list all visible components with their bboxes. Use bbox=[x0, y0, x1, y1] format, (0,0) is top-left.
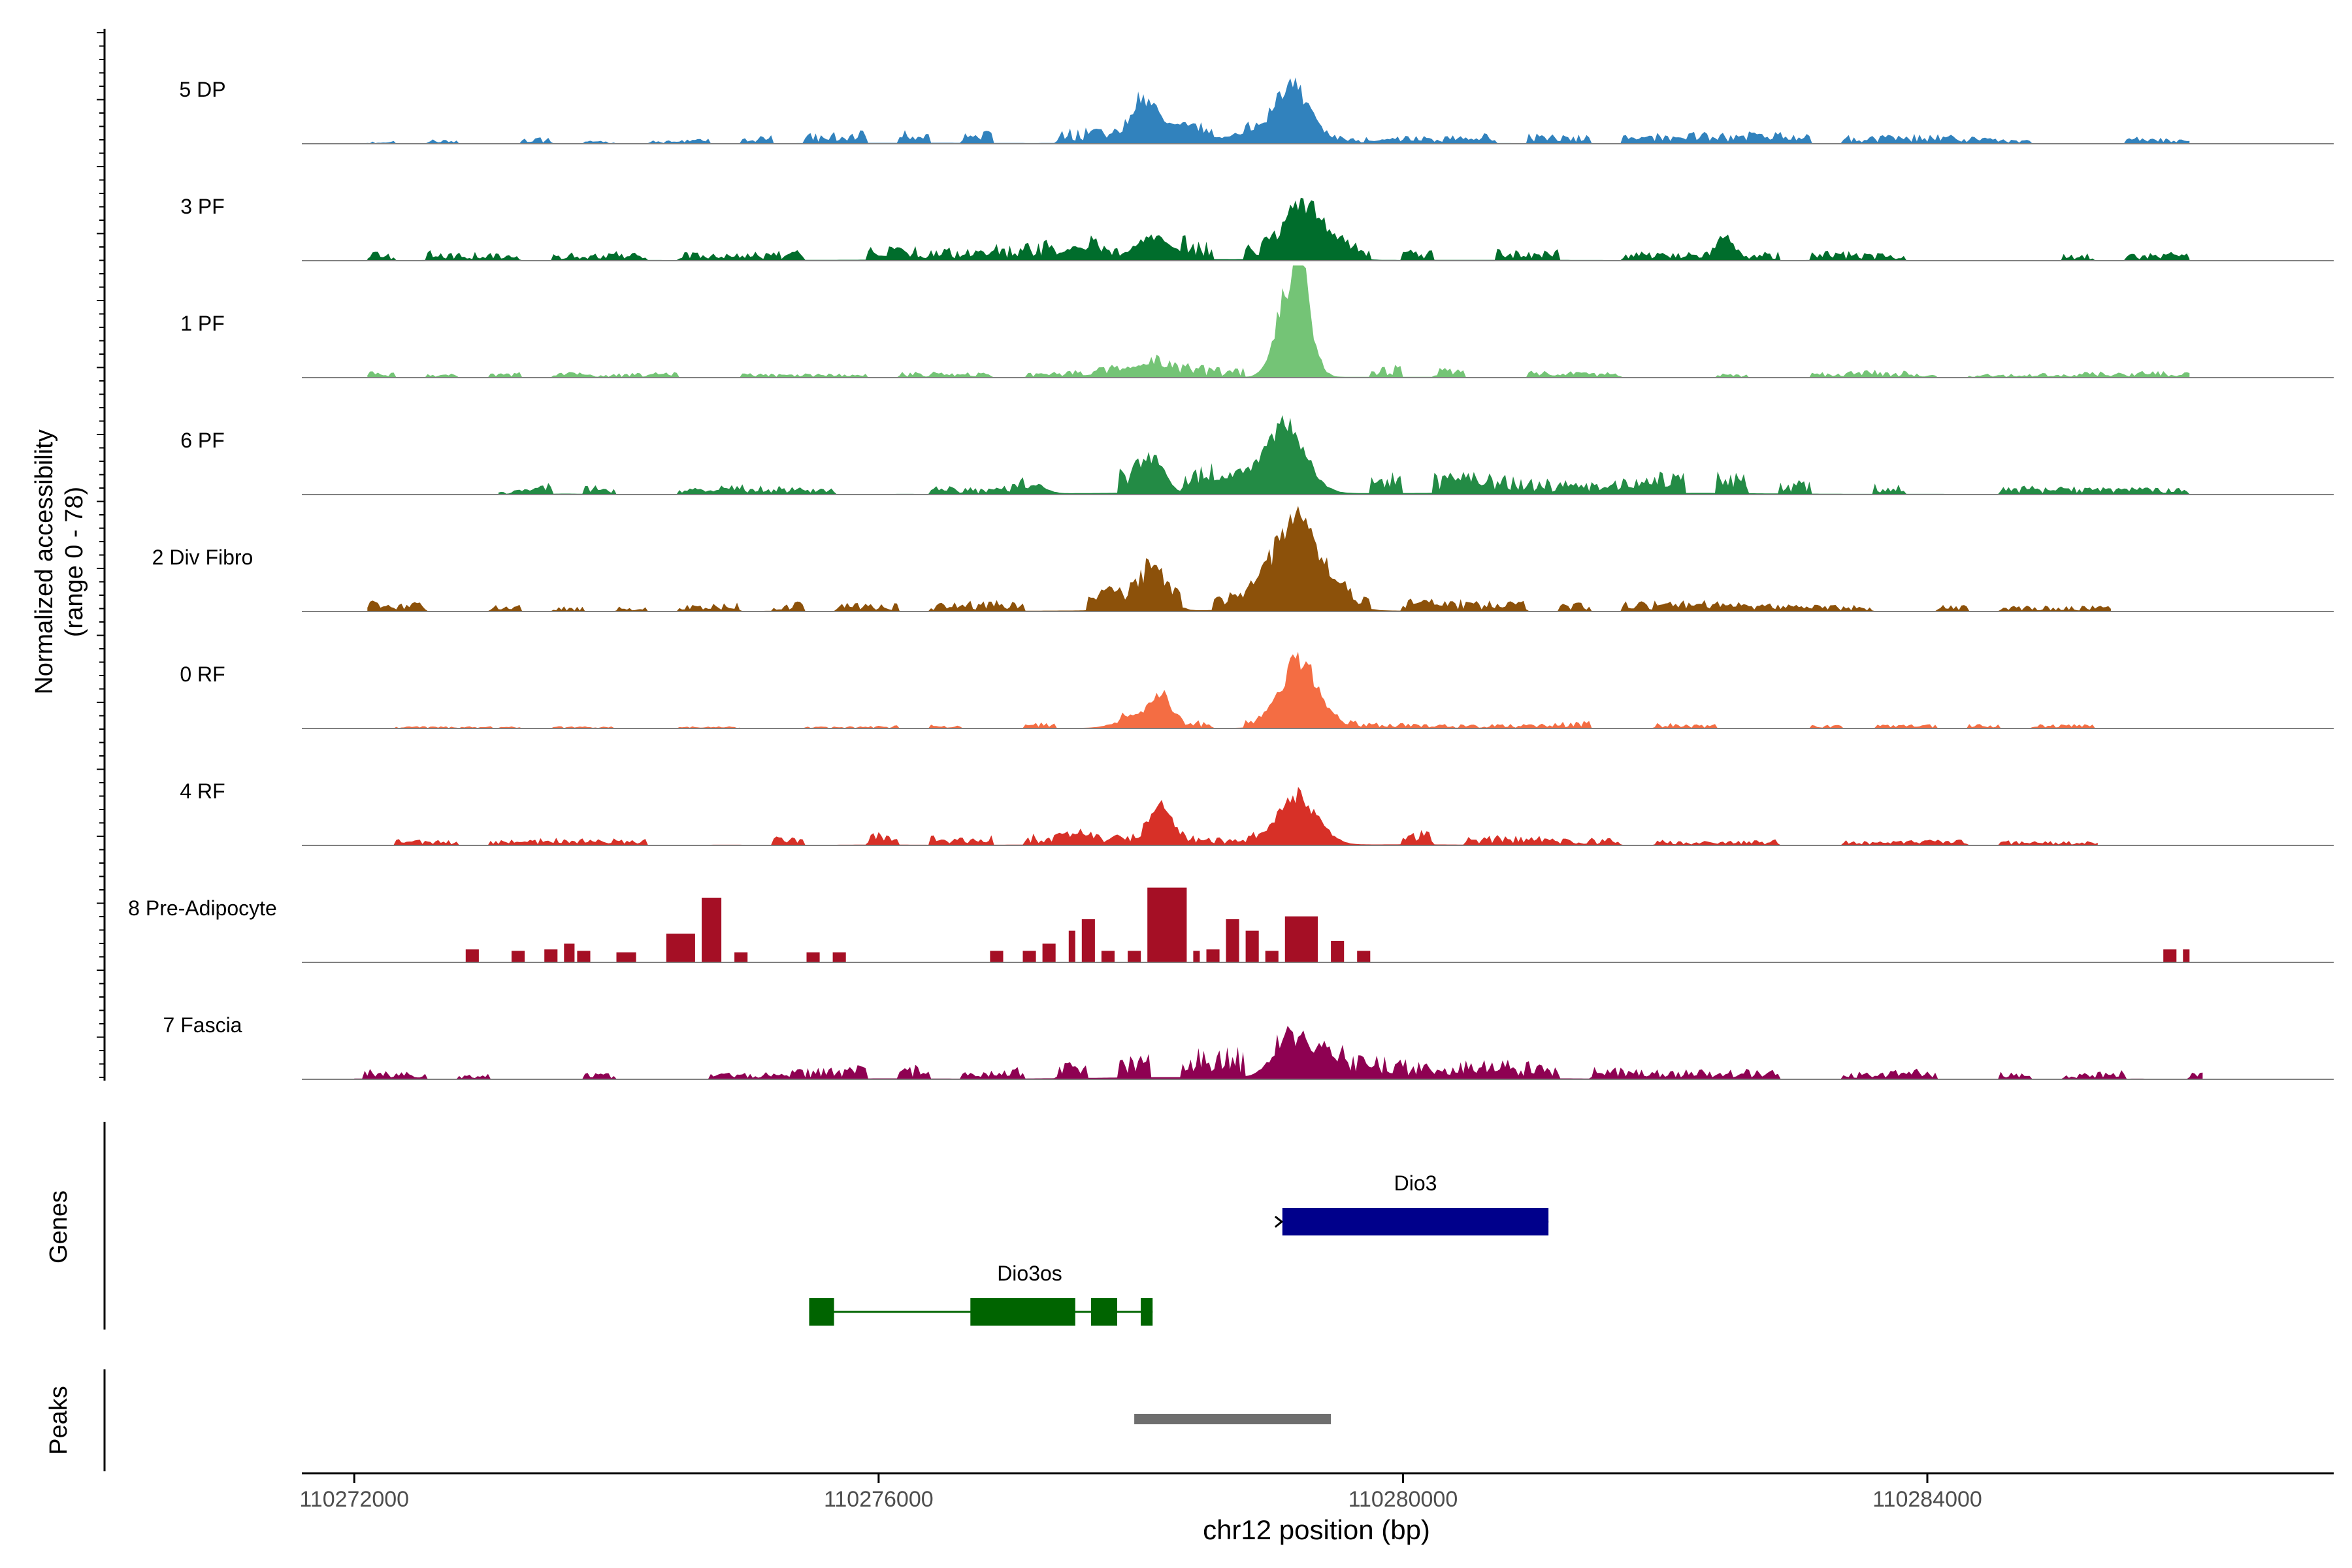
gene-name-label: Dio3 bbox=[1394, 1171, 1437, 1195]
gene-exon bbox=[1090, 1298, 1117, 1326]
coverage-block bbox=[1042, 943, 1056, 962]
gene-annotations: Dio3 Dio3os bbox=[809, 1171, 1549, 1326]
coverage-block bbox=[1022, 951, 1036, 962]
coverage-block bbox=[1193, 951, 1200, 962]
coverage-block bbox=[1147, 887, 1187, 962]
coverage-block bbox=[1081, 919, 1095, 962]
gene-dio3: Dio3 bbox=[1274, 1171, 1549, 1235]
track-6-pf bbox=[302, 415, 2334, 495]
track-4-rf bbox=[302, 787, 2334, 846]
coverage-block bbox=[1245, 930, 1259, 962]
coverage-block bbox=[1284, 916, 1318, 962]
peak-regions bbox=[1134, 1414, 1331, 1424]
coverage-area bbox=[393, 787, 2098, 845]
track-7-fascia bbox=[302, 1026, 2334, 1080]
coverage-block bbox=[990, 951, 1004, 962]
track-3-pf bbox=[302, 197, 2334, 261]
y-axis-label-range: (range 0 - 78) bbox=[61, 487, 88, 637]
track-5-dp bbox=[302, 77, 2334, 144]
gene-exon bbox=[1282, 1208, 1549, 1235]
coverage-area bbox=[354, 1026, 2203, 1079]
coverage-block bbox=[666, 934, 695, 962]
coverage-block bbox=[702, 898, 722, 962]
coverage-tracks bbox=[302, 77, 2334, 1080]
coverage-area bbox=[367, 506, 2111, 612]
coverage-block bbox=[1265, 951, 1279, 962]
genes-label: Genes bbox=[45, 1190, 73, 1264]
coverage-block bbox=[1068, 930, 1075, 962]
coverage-area bbox=[354, 77, 2190, 144]
track-label: 5 DP bbox=[179, 78, 225, 101]
coverage-area bbox=[380, 651, 2125, 728]
track-label: 0 RF bbox=[180, 662, 225, 686]
gene-exon bbox=[970, 1298, 1075, 1326]
coverage-block bbox=[2163, 949, 2177, 962]
coverage-block bbox=[1357, 951, 1371, 962]
track-2-div-fibro bbox=[302, 506, 2334, 612]
coverage-y-ticks bbox=[97, 32, 105, 1078]
x-tick-label: 110284000 bbox=[1872, 1487, 1982, 1512]
gene-name-label: Dio3os bbox=[997, 1262, 1062, 1285]
coverage-block bbox=[734, 952, 748, 962]
x-tick-label: 110280000 bbox=[1348, 1487, 1458, 1512]
track-label: 6 PF bbox=[180, 429, 225, 452]
coverage-block bbox=[1101, 951, 1115, 962]
track-8-pre-adipocyte bbox=[302, 887, 2334, 963]
coverage-area bbox=[367, 265, 2190, 378]
track-label: 4 RF bbox=[180, 779, 225, 803]
track-label: 3 PF bbox=[180, 195, 225, 218]
coverage-block bbox=[806, 952, 820, 962]
gene-exon bbox=[809, 1298, 834, 1326]
coverage-block bbox=[512, 951, 525, 962]
coverage-block bbox=[465, 949, 479, 962]
coverage-block bbox=[1206, 949, 1220, 962]
coverage-block bbox=[1128, 951, 1141, 962]
coverage-block bbox=[832, 952, 846, 962]
coverage-area bbox=[498, 415, 2203, 495]
track-1-pf bbox=[302, 265, 2334, 378]
coverage-block bbox=[1331, 941, 1345, 962]
coverage-block bbox=[616, 952, 636, 962]
x-tick-label: 110272000 bbox=[299, 1487, 409, 1512]
coverage-block bbox=[1226, 919, 1239, 962]
strand-arrow-icon bbox=[1274, 1215, 1284, 1228]
x-axis-label: chr12 position (bp) bbox=[1203, 1514, 1430, 1545]
peak-bar bbox=[1134, 1414, 1331, 1424]
track-label: 1 PF bbox=[180, 312, 225, 335]
x-tick-label: 110276000 bbox=[824, 1487, 934, 1512]
coverage-block bbox=[577, 951, 591, 962]
y-axis-label: Normalized accessibility bbox=[31, 429, 58, 694]
track-label: 8 Pre-Adipocyte bbox=[128, 896, 277, 920]
peaks-label: Peaks bbox=[45, 1386, 73, 1455]
x-axis-ticks: 110272000 110276000 110280000 110284000 bbox=[299, 1473, 1982, 1512]
track-label: 2 Div Fibro bbox=[152, 546, 253, 569]
track-0-rf bbox=[302, 651, 2334, 729]
coverage-block bbox=[564, 943, 575, 962]
coverage-area bbox=[367, 197, 2190, 261]
track-label: 7 Fascia bbox=[163, 1013, 242, 1037]
coverage-block bbox=[544, 949, 558, 962]
strand-arrow-icon bbox=[977, 1305, 986, 1318]
track-labels: 5 DP 3 PF 1 PF 6 PF 2 Div Fibro 0 RF 4 RF 8 Pre… bbox=[128, 78, 277, 1037]
gene-exon bbox=[1141, 1298, 1153, 1326]
coverage-block bbox=[2183, 949, 2190, 962]
gene-dio3os: Dio3os bbox=[809, 1262, 1153, 1326]
